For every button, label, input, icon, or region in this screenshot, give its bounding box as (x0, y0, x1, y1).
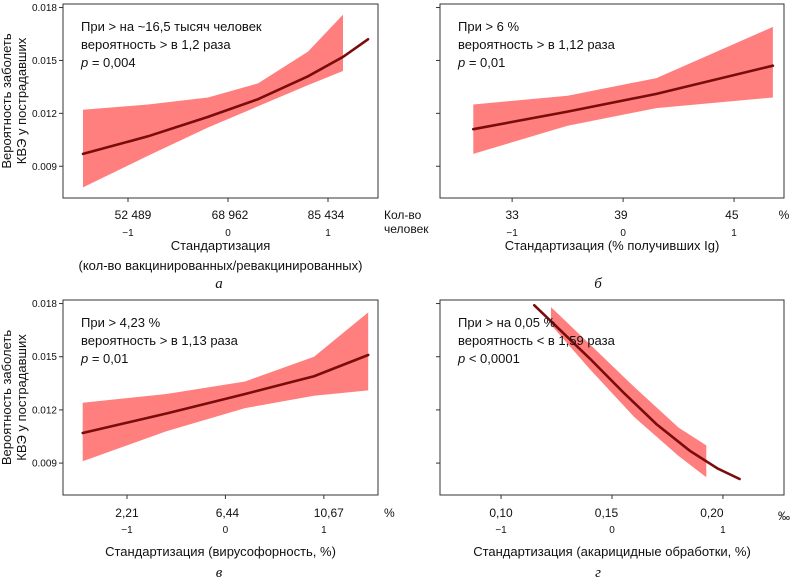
annotation-line-2: вероятность > в 1,12 раза (458, 37, 616, 52)
panel-letter: г (595, 565, 601, 579)
x-tick-label: 1 (321, 525, 327, 536)
p-value-text: = 0,004 (88, 55, 135, 70)
original-value-label: 33 (505, 208, 519, 222)
original-value-label: 0,20 (700, 506, 724, 520)
annotation-line-1: При > 6 % (458, 19, 519, 34)
y-tick-label: 0.009 (32, 162, 57, 173)
original-value-label: 6,44 (216, 506, 240, 520)
original-value-label: 10,67 (314, 506, 344, 520)
panel-letter: а (215, 276, 223, 292)
confidence-band (83, 14, 343, 188)
original-value-label: 45 (725, 208, 739, 222)
x-tick-label: −1 (122, 228, 134, 239)
x-tick-label: 0 (620, 228, 626, 239)
x-tick-label: 0 (609, 525, 615, 536)
annotation-p-value: p = 0,004 (80, 55, 136, 70)
panel-a: 0.009 0.012 0.015 0.018 −1 0 1 52 489 68 962 85 4… (0, 3, 429, 292)
panel-b: −1 0 1 33 39 45 % При > 6 % вероятность > в 1,12… (436, 3, 790, 292)
panel-letter: в (216, 565, 223, 579)
confidence-band (551, 307, 707, 478)
p-symbol: p (457, 55, 465, 70)
x-axis-label: Стандартизация (акарицидные обработки, %… (473, 544, 751, 559)
x-tick-label: 0 (223, 525, 229, 536)
x-tick-label: −1 (121, 525, 133, 536)
original-value-label: 52 489 (115, 208, 152, 222)
unit-label: человек (384, 222, 429, 236)
annotation-p-value: p < 0,0001 (457, 351, 520, 366)
y-axis-label: Вероятность заболеть (0, 33, 14, 169)
confidence-band (82, 312, 369, 462)
unit-label: ‰ (778, 509, 790, 523)
original-value-label: 2,21 (115, 506, 139, 520)
panel-letter: б (594, 276, 602, 292)
y-axis-label: Вероятность заболеть (0, 330, 14, 466)
original-value-label: 68 962 (212, 208, 249, 222)
x-tick-label: 1 (720, 525, 726, 536)
original-value-label: 0,15 (595, 506, 619, 520)
plot-frame (62, 299, 379, 496)
p-value-text: = 0,01 (465, 55, 505, 70)
p-value-text: = 0,01 (88, 351, 128, 366)
unit-label: % (779, 208, 790, 222)
original-value-label: 0,10 (489, 506, 513, 520)
plot-frame (439, 3, 785, 199)
annotation-p-value: p = 0,01 (80, 351, 128, 366)
p-symbol: p (80, 351, 88, 366)
fit-line (471, 64, 775, 131)
p-value-text: < 0,0001 (465, 351, 520, 366)
y-tick-label: 0.018 (32, 3, 57, 14)
x-tick-label: 1 (325, 228, 331, 239)
y-tick-label: 0.012 (32, 109, 57, 120)
annotation-line-1: При > на 0,05 % (458, 315, 556, 330)
y-axis-label: КВЭ у пострадавших (14, 334, 29, 461)
panel-v: 0.009 0.012 0.015 0.018 −1 0 1 2,21 6,44 10,67 % Пр… (0, 299, 395, 579)
p-symbol: p (80, 55, 88, 70)
original-value-label: 39 (614, 208, 628, 222)
annotation-line-2: вероятность < в 1,59 раза (458, 333, 616, 348)
fit-line (532, 303, 741, 481)
y-tick-label: 0.015 (32, 352, 57, 363)
y-tick-label: 0.018 (32, 299, 57, 310)
x-tick-label: 1 (731, 228, 737, 239)
unit-label: % (384, 506, 395, 520)
x-axis-label: Стандартизация (вирусофорность, %) (105, 544, 336, 559)
y-tick-label: 0.009 (32, 459, 57, 470)
x-axis-label: (кол-во вакцинированных/ревакцинированны… (79, 258, 363, 273)
y-axis-label: КВЭ у пострадавших (14, 37, 29, 164)
annotation-line-2: вероятность > в 1,13 раза (81, 333, 239, 348)
original-value-label: 85 434 (308, 208, 345, 222)
x-axis-label: Стандартизация (% получивших Ig) (505, 238, 720, 253)
confidence-band (473, 26, 773, 154)
x-tick-label: −1 (495, 525, 507, 536)
fit-line (81, 353, 370, 435)
y-tick-label: 0.015 (32, 56, 57, 67)
x-tick-label: −1 (506, 228, 518, 239)
x-axis-label: Стандартизация (171, 238, 271, 253)
fit-line (81, 37, 370, 156)
plot-frame (62, 3, 379, 199)
panel-g: −1 0 1 0,10 0,15 0,20 ‰ При > на 0,05 % вероятно… (436, 299, 790, 579)
annotation-p-value: p = 0,01 (457, 55, 505, 70)
annotation-line-2: вероятность > в 1,2 раза (81, 37, 231, 52)
y-tick-label: 0.012 (32, 405, 57, 416)
p-symbol: p (457, 351, 465, 366)
annotation-line-1: При > на ~16,5 тысяч человек (81, 19, 262, 34)
x-tick-label: 0 (225, 228, 231, 239)
annotation-line-1: При > 4,23 % (81, 315, 161, 330)
unit-label: Кол-во (384, 208, 422, 222)
